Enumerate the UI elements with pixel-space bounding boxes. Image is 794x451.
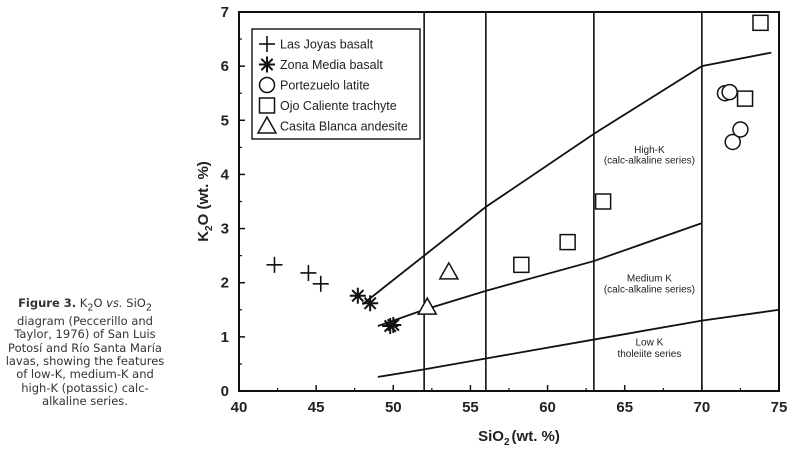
point-plus-1	[300, 264, 317, 281]
legend-marker-circle	[258, 76, 276, 94]
y-tick-label-3: 3	[221, 221, 229, 238]
point-square-1	[559, 233, 576, 251]
legend-label-4: Casita Blanca andesite	[280, 120, 408, 134]
legend-label-0: Las Joyas basalt	[280, 38, 374, 52]
y-tick-label-6: 6	[221, 58, 229, 75]
x-tick-label-7: 75	[771, 399, 788, 416]
point-circle-1	[721, 83, 738, 101]
point-triangle-1	[438, 261, 460, 280]
x-tick-label-1: 45	[308, 399, 325, 416]
point-asterisk-3	[385, 316, 402, 333]
x-tick-label-2: 50	[385, 399, 402, 416]
figure-caption: Figure 3. K2O vs. SiO2 diagram (Pecceril…	[2, 296, 168, 409]
point-asterisk-1	[362, 295, 379, 312]
point-square-4	[752, 14, 769, 32]
legend-marker-asterisk	[259, 56, 275, 73]
point-square-0	[513, 256, 530, 274]
field-label-2-1: tholeiite series	[617, 349, 681, 360]
point-square-2	[594, 193, 612, 210]
y-tick-label-4: 4	[221, 166, 230, 183]
field-label-0-1: (calc-alkaline series)	[604, 156, 695, 167]
x-tick-label-4: 60	[539, 399, 556, 416]
caption-label: Figure 3.	[18, 296, 77, 310]
caption-sio: SiO	[122, 296, 146, 310]
point-asterisk-0	[349, 287, 366, 304]
point-plus-2	[312, 275, 329, 292]
x-tick-label-5: 65	[616, 399, 633, 416]
point-asterisk-3-arm3	[386, 318, 400, 332]
legend-label-1: Zona Media basalt	[280, 58, 383, 72]
field-label-0-0: High-K	[634, 145, 665, 156]
caption-k: K	[79, 296, 88, 310]
boundary-line-0	[377, 222, 703, 327]
boundary-line-1	[361, 51, 772, 306]
caption-k-sub: 2	[87, 302, 94, 314]
y-tick-label-0: 0	[221, 383, 229, 400]
y-axis-title: K2O (wt. %)	[195, 161, 215, 242]
y-tick-label-2: 2	[221, 275, 229, 292]
point-square-3	[736, 90, 754, 107]
caption-vs: vs.	[106, 296, 123, 310]
y-tick-label-7: 7	[221, 4, 229, 21]
caption-o: O	[93, 296, 107, 310]
boundary-line-2	[377, 308, 780, 378]
legend-marker-square	[258, 97, 276, 114]
field-label-1-1: (calc-alkaline series)	[604, 284, 695, 295]
caption-sio-sub: 2	[145, 302, 152, 314]
y-tick-label-5: 5	[221, 112, 229, 129]
point-circle-2	[724, 133, 741, 151]
legend-marker-plus	[259, 36, 275, 52]
legend-marker-triangle	[256, 115, 278, 134]
y-tick-label-1: 1	[221, 329, 229, 346]
x-tick-label-3: 55	[462, 399, 479, 416]
legend-box	[251, 28, 421, 140]
legend-label-2: Portezuelo latite	[280, 79, 370, 93]
caption-text: diagram (Peccerillo and Taylor, 1976) of…	[5, 313, 165, 409]
point-triangle-0	[416, 296, 438, 315]
field-label-1-0: Medium K	[627, 274, 672, 285]
point-circle-3	[732, 121, 749, 138]
legend-label-3: Ojo Caliente trachyte	[280, 99, 397, 113]
x-axis-title: SiO2 (wt. %)	[478, 428, 560, 448]
point-plus-0	[266, 256, 283, 273]
point-asterisk-2	[382, 318, 399, 335]
point-asterisk-0-arm3	[351, 289, 365, 303]
point-asterisk-1-arm3	[363, 296, 377, 310]
legend-marker-asterisk-arm3	[260, 58, 274, 71]
x-tick-label-6: 70	[694, 399, 711, 416]
field-label-2-0: Low K	[636, 338, 664, 349]
x-tick-label-0: 40	[231, 399, 248, 416]
